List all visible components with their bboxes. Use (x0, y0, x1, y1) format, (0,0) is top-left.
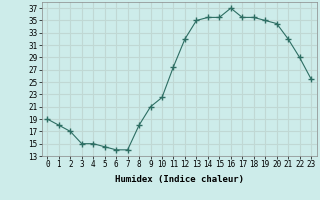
X-axis label: Humidex (Indice chaleur): Humidex (Indice chaleur) (115, 175, 244, 184)
